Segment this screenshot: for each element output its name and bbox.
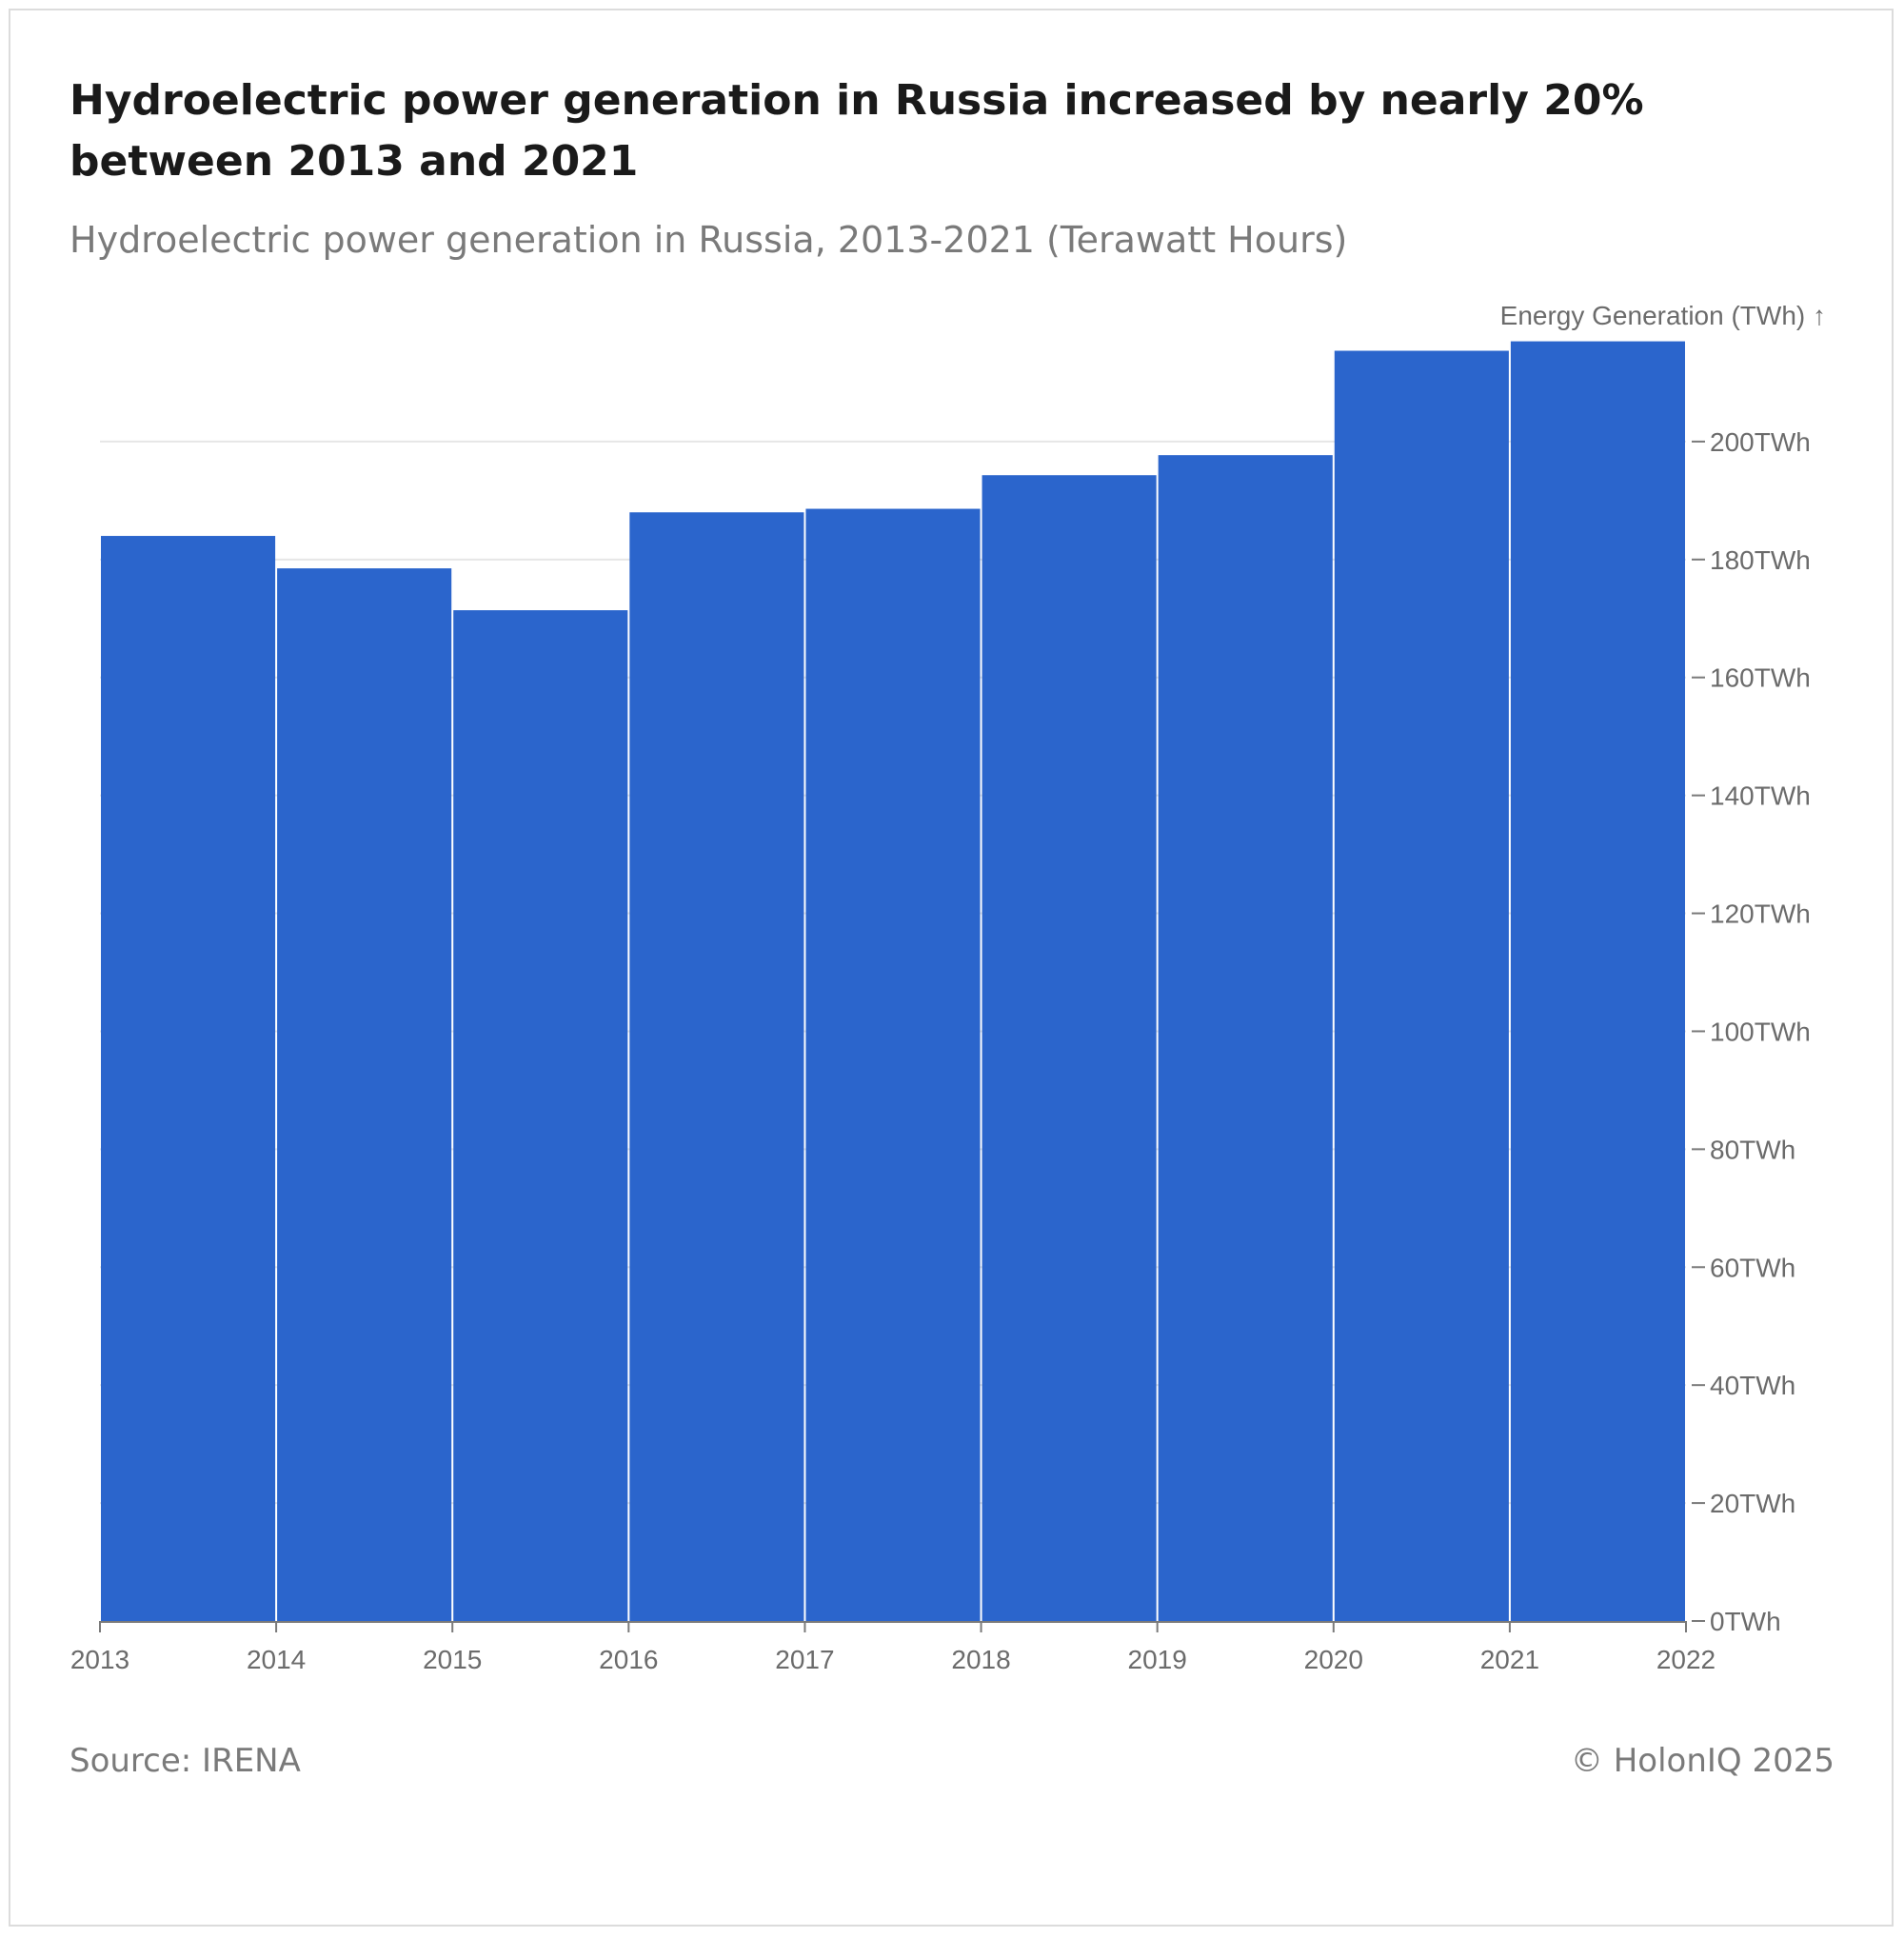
- bars: [101, 341, 1685, 1622]
- y-tick-label-80TWh: 80TWh: [1710, 1135, 1795, 1164]
- y-tick-label-100TWh: 100TWh: [1710, 1017, 1811, 1046]
- x-tick-label-2022: 2022: [1656, 1645, 1716, 1674]
- chart-subtitle: Hydroelectric power generation in Russia…: [69, 219, 1348, 261]
- y-tick-label-160TWh: 160TWh: [1710, 663, 1811, 693]
- chart-title: Hydroelectric power generation in Russia…: [69, 76, 1644, 186]
- y-tick-label-140TWh: 140TWh: [1710, 781, 1811, 811]
- bar-2018: [982, 475, 1157, 1622]
- x-tick-label-2017: 2017: [775, 1645, 834, 1674]
- bar-2015: [453, 610, 628, 1621]
- x-tick-label-2016: 2016: [599, 1645, 658, 1674]
- x-tick-label-2013: 2013: [70, 1645, 129, 1674]
- y-tick-label-60TWh: 60TWh: [1710, 1253, 1795, 1282]
- y-tick-label-20TWh: 20TWh: [1710, 1489, 1795, 1518]
- y-tick-label-0TWh: 0TWh: [1710, 1607, 1781, 1636]
- bar-2021: [1510, 341, 1685, 1621]
- y-tick-label-200TWh: 200TWh: [1710, 427, 1811, 457]
- y-axis-label: Energy Generation (TWh) ↑: [1500, 301, 1826, 330]
- x-tick-label-2019: 2019: [1128, 1645, 1187, 1674]
- copyright-note: © HolonIQ 2025: [1570, 1742, 1835, 1780]
- x-tick-label-2018: 2018: [951, 1645, 1010, 1674]
- y-tick-label-120TWh: 120TWh: [1710, 899, 1811, 929]
- y-tick-label-40TWh: 40TWh: [1710, 1371, 1795, 1400]
- x-tick-label-2021: 2021: [1480, 1645, 1539, 1674]
- x-axis-ticks: 2013 2014 2015 2016 2017 2018 2019 2020 2021 2022: [70, 1621, 1716, 1674]
- y-tick-label-180TWh: 180TWh: [1710, 545, 1811, 575]
- source-note: Source: IRENA: [69, 1742, 301, 1780]
- y-axis-ticks: 0TWh 20TWh 40TWh 60TWh 80TWh 100TWh 120TWh 140T…: [1692, 427, 1811, 1636]
- bar-2013: [101, 536, 276, 1621]
- x-tick-label-2020: 2020: [1304, 1645, 1363, 1674]
- x-tick-label-2014: 2014: [247, 1645, 306, 1674]
- bar-2016: [629, 512, 804, 1621]
- bar-2017: [805, 508, 981, 1621]
- bar-2019: [1158, 455, 1333, 1621]
- bar-2014: [277, 568, 452, 1622]
- bar-2020: [1334, 350, 1509, 1622]
- x-tick-label-2015: 2015: [423, 1645, 482, 1674]
